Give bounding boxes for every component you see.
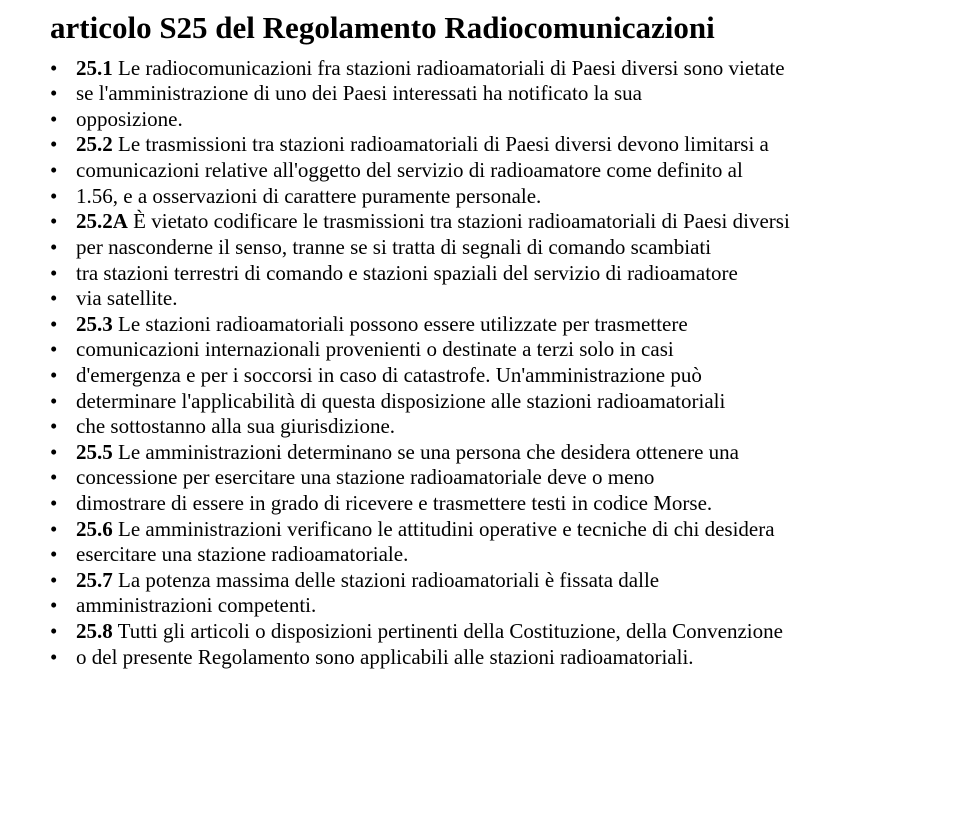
- article-line: 25.3 Le stazioni radioamatoriali possono…: [50, 312, 932, 338]
- article-line: 25.6 Le amministrazioni verificano le at…: [50, 517, 932, 543]
- article-line: se l'amministrazione di uno dei Paesi in…: [50, 81, 932, 107]
- article-line: 25.8 Tutti gli articoli o disposizioni p…: [50, 619, 932, 645]
- article-number: 25.6: [76, 517, 113, 541]
- article-number: 25.2A: [76, 209, 128, 233]
- article-list: 25.1 Le radiocomunicazioni fra stazioni …: [50, 56, 932, 671]
- article-line: tra stazioni terrestri di comando e staz…: [50, 261, 932, 287]
- article-text: Le stazioni radioamatoriali possono esse…: [113, 312, 688, 336]
- article-text: 1.56, e a osservazioni di carattere pura…: [76, 184, 541, 208]
- article-line: 25.2A È vietato codificare le trasmissio…: [50, 209, 932, 235]
- article-line: comunicazioni internazionali provenienti…: [50, 337, 932, 363]
- article-line: concessione per esercitare una stazione …: [50, 465, 932, 491]
- article-text: Le amministrazioni determinano se una pe…: [113, 440, 739, 464]
- article-text: comunicazioni relative all'oggetto del s…: [76, 158, 743, 182]
- article-text: tra stazioni terrestri di comando e staz…: [76, 261, 738, 285]
- article-line: determinare l'applicabilità di questa di…: [50, 389, 932, 415]
- article-text: dimostrare di essere in grado di ricever…: [76, 491, 712, 515]
- article-line: che sottostanno alla sua giurisdizione.: [50, 414, 932, 440]
- article-number: 25.7: [76, 568, 113, 592]
- article-line: 25.7 La potenza massima delle stazioni r…: [50, 568, 932, 594]
- article-number: 25.1: [76, 56, 113, 80]
- article-line: dimostrare di essere in grado di ricever…: [50, 491, 932, 517]
- article-text: se l'amministrazione di uno dei Paesi in…: [76, 81, 642, 105]
- article-line: d'emergenza e per i soccorsi in caso di …: [50, 363, 932, 389]
- article-text: d'emergenza e per i soccorsi in caso di …: [76, 363, 702, 387]
- article-number: 25.2: [76, 132, 113, 156]
- article-text: per nasconderne il senso, tranne se si t…: [76, 235, 711, 259]
- article-line: 25.2 Le trasmissioni tra stazioni radioa…: [50, 132, 932, 158]
- article-line: comunicazioni relative all'oggetto del s…: [50, 158, 932, 184]
- article-text: comunicazioni internazionali provenienti…: [76, 337, 674, 361]
- article-text: È vietato codificare le trasmissioni tra…: [128, 209, 790, 233]
- article-number: 25.8: [76, 619, 113, 643]
- article-text: concessione per esercitare una stazione …: [76, 465, 654, 489]
- article-line: 1.56, e a osservazioni di carattere pura…: [50, 184, 932, 210]
- article-line: 25.1 Le radiocomunicazioni fra stazioni …: [50, 56, 932, 82]
- article-line: amministrazioni competenti.: [50, 593, 932, 619]
- article-text: La potenza massima delle stazioni radioa…: [113, 568, 659, 592]
- article-text: Le radiocomunicazioni fra stazioni radio…: [113, 56, 785, 80]
- article-line: per nasconderne il senso, tranne se si t…: [50, 235, 932, 261]
- article-line: o del presente Regolamento sono applicab…: [50, 645, 932, 671]
- document-page: articolo S25 del Regolamento Radiocomuni…: [0, 0, 960, 680]
- article-line: opposizione.: [50, 107, 932, 133]
- article-text: Le amministrazioni verificano le attitud…: [113, 517, 775, 541]
- article-text: Tutti gli articoli o disposizioni pertin…: [113, 619, 783, 643]
- article-number: 25.5: [76, 440, 113, 464]
- article-text: Le trasmissioni tra stazioni radioamator…: [113, 132, 769, 156]
- article-number: 25.3: [76, 312, 113, 336]
- article-text: esercitare una stazione radioamatoriale.: [76, 542, 408, 566]
- article-text: che sottostanno alla sua giurisdizione.: [76, 414, 395, 438]
- article-text: o del presente Regolamento sono applicab…: [76, 645, 694, 669]
- article-text: via satellite.: [76, 286, 177, 310]
- article-text: opposizione.: [76, 107, 183, 131]
- article-text: determinare l'applicabilità di questa di…: [76, 389, 725, 413]
- article-line: via satellite.: [50, 286, 932, 312]
- page-title: articolo S25 del Regolamento Radiocomuni…: [50, 10, 932, 46]
- article-line: 25.5 Le amministrazioni determinano se u…: [50, 440, 932, 466]
- article-text: amministrazioni competenti.: [76, 593, 316, 617]
- article-line: esercitare una stazione radioamatoriale.: [50, 542, 932, 568]
